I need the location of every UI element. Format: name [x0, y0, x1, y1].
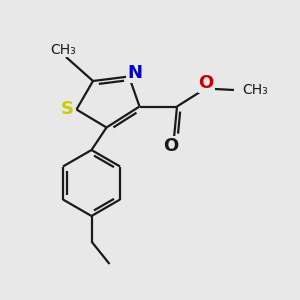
- Text: O: O: [164, 137, 178, 155]
- Text: O: O: [199, 74, 214, 92]
- Text: CH₃: CH₃: [242, 83, 268, 97]
- Text: N: N: [127, 64, 142, 82]
- Text: CH₃: CH₃: [51, 43, 76, 57]
- Text: S: S: [61, 100, 74, 118]
